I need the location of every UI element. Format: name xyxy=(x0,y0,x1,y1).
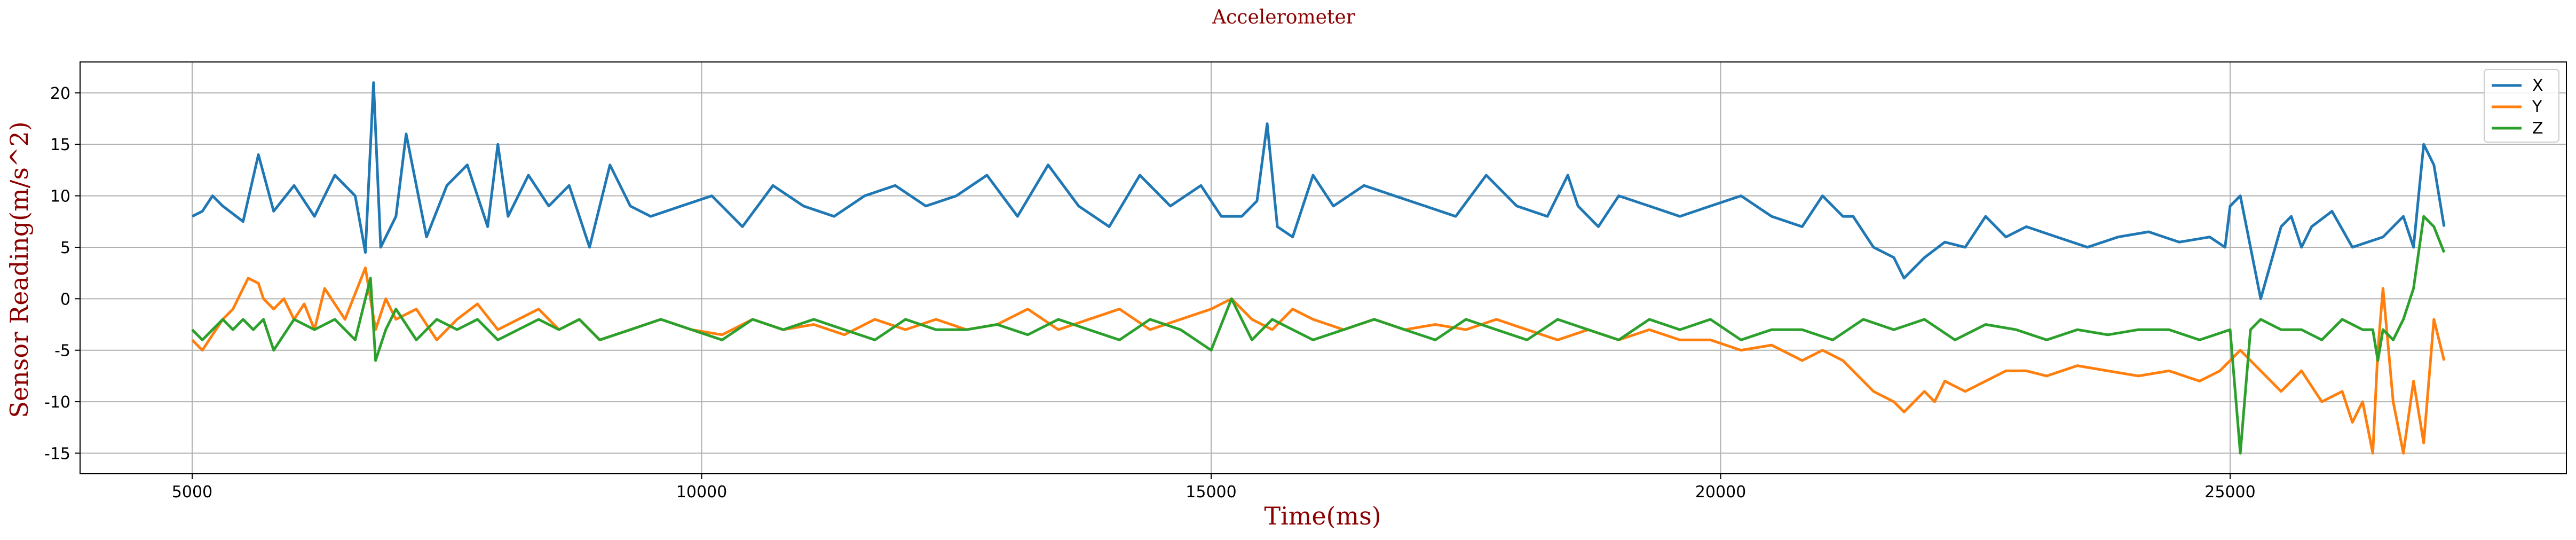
series-line-y xyxy=(191,267,2446,455)
y-tick-label: 5 xyxy=(60,239,70,257)
x-tick-label: 15000 xyxy=(1186,483,1236,502)
series-line-x xyxy=(191,81,2446,300)
series-lines xyxy=(191,81,2446,455)
x-tick-label: 25000 xyxy=(2204,483,2255,502)
x-tick-label: 5000 xyxy=(172,483,212,502)
x-tick-label: 20000 xyxy=(1695,483,1746,502)
legend-label-z: Z xyxy=(2532,119,2543,138)
plot-frame xyxy=(80,61,2567,474)
grid-lines xyxy=(80,62,2566,474)
y-tick-label: 0 xyxy=(60,290,70,309)
y-tick-label: -5 xyxy=(54,342,70,361)
chart-title: Accelerometer xyxy=(1212,6,1356,28)
y-axis-label: Sensor Reading(m/s^2) xyxy=(5,121,34,418)
legend-label-x: X xyxy=(2532,76,2543,95)
x-tick-label: 10000 xyxy=(676,483,727,502)
y-tick-label: 10 xyxy=(50,187,70,206)
series-line-z xyxy=(191,215,2446,455)
y-tick-label: 15 xyxy=(50,136,70,154)
axis-ticks: 5000 10000 15000 20000 25000 -15 -10 -5 0 5 10 15 20 xyxy=(44,84,2256,502)
y-tick-label: 20 xyxy=(50,84,70,103)
y-tick-label: -15 xyxy=(44,444,70,463)
legend: XYZ xyxy=(2484,69,2559,143)
legend-label-y: Y xyxy=(2532,98,2542,116)
y-tick-label: -10 xyxy=(44,393,70,412)
x-axis-label: Time(ms) xyxy=(1264,502,1381,530)
